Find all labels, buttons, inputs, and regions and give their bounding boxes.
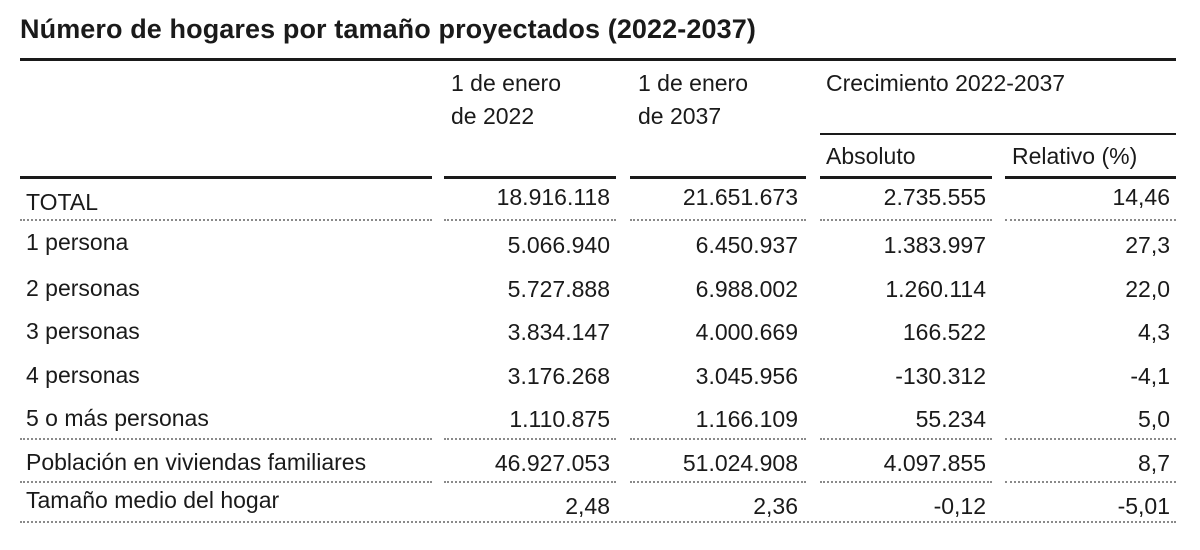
header-rule-2022 [444,176,616,179]
cell-2037: 1.166.109 [695,406,798,432]
cell-absolute: 2.735.555 [883,184,986,210]
header-rule-relative [1005,176,1176,179]
cell-relative: 5,0 [1138,406,1170,432]
cell-relative: 14,46 [1112,184,1170,210]
cell-relative: -5,01 [1117,493,1170,519]
header-2037-line1: 1 de enero [638,70,748,96]
cell-relative: -4,1 [1130,363,1170,389]
cell-2022: 2,48 [565,493,610,519]
cell-2022: 3.834.147 [507,319,610,345]
row-separator [820,481,992,483]
row-label: TOTAL [26,189,98,215]
table-title: Número de hogares por tamaño proyectados… [20,14,756,44]
row-separator [20,481,432,483]
cell-absolute: 1.383.997 [883,232,986,258]
row-separator [1005,219,1176,221]
cell-2037: 6.988.002 [695,276,798,302]
cell-2037: 21.651.673 [682,184,798,210]
row-label: 3 personas [26,318,140,344]
cell-absolute: 166.522 [902,319,986,345]
row-label: Tamaño medio del hogar [26,487,280,513]
cell-2022: 5.727.888 [507,276,610,302]
cell-2037: 6.450.937 [695,232,798,258]
cell-2037: 3.045.956 [695,363,798,389]
cell-absolute: -130.312 [895,363,986,389]
cell-2022: 5.066.940 [507,232,610,258]
row-separator [444,438,616,440]
cell-absolute: -0,12 [933,493,986,519]
header-2022-line2: de 2022 [451,103,535,129]
row-separator [820,219,992,221]
cell-relative: 4,3 [1138,319,1170,345]
header-2022-line1: 1 de enero [451,70,561,96]
cell-2037: 4.000.669 [695,319,798,345]
header-rule-label [20,176,432,179]
header-rule-2037 [630,176,806,179]
header-absolute: Absoluto [826,143,916,169]
row-label: Población en viviendas familiares [26,449,367,475]
cell-2022: 3.176.268 [507,363,610,389]
cell-relative: 8,7 [1138,450,1170,476]
row-label: 1 persona [26,229,129,255]
header-growth-group: Crecimiento 2022-2037 [826,70,1066,96]
row-label: 4 personas [26,362,140,388]
row-label: 5 o más personas [26,405,209,431]
row-separator [630,438,806,440]
cell-relative: 27,3 [1125,232,1170,258]
row-separator [820,438,992,440]
row-separator [1005,481,1176,483]
row-label: 2 personas [26,275,140,301]
header-2037-line2: de 2037 [638,103,722,129]
bottom-rule [20,521,1176,523]
cell-relative: 22,0 [1125,276,1170,302]
row-separator [444,219,616,221]
cell-absolute: 1.260.114 [885,276,986,302]
cell-2022: 46.927.053 [494,450,610,476]
cell-2037: 51.024.908 [682,450,798,476]
cell-2022: 1.110.875 [509,406,610,432]
row-separator [20,438,432,440]
cell-2022: 18.916.118 [496,184,610,210]
top-rule [20,58,1176,61]
row-separator [20,219,432,221]
cell-absolute: 4.097.855 [883,450,986,476]
row-separator [630,481,806,483]
cell-absolute: 55.234 [915,406,986,432]
growth-group-rule [820,133,1176,135]
header-relative: Relativo (%) [1012,143,1138,169]
cell-2037: 2,36 [753,493,798,519]
row-separator [630,219,806,221]
header-rule-absolute [820,176,992,179]
row-separator [1005,438,1176,440]
row-separator [444,481,616,483]
